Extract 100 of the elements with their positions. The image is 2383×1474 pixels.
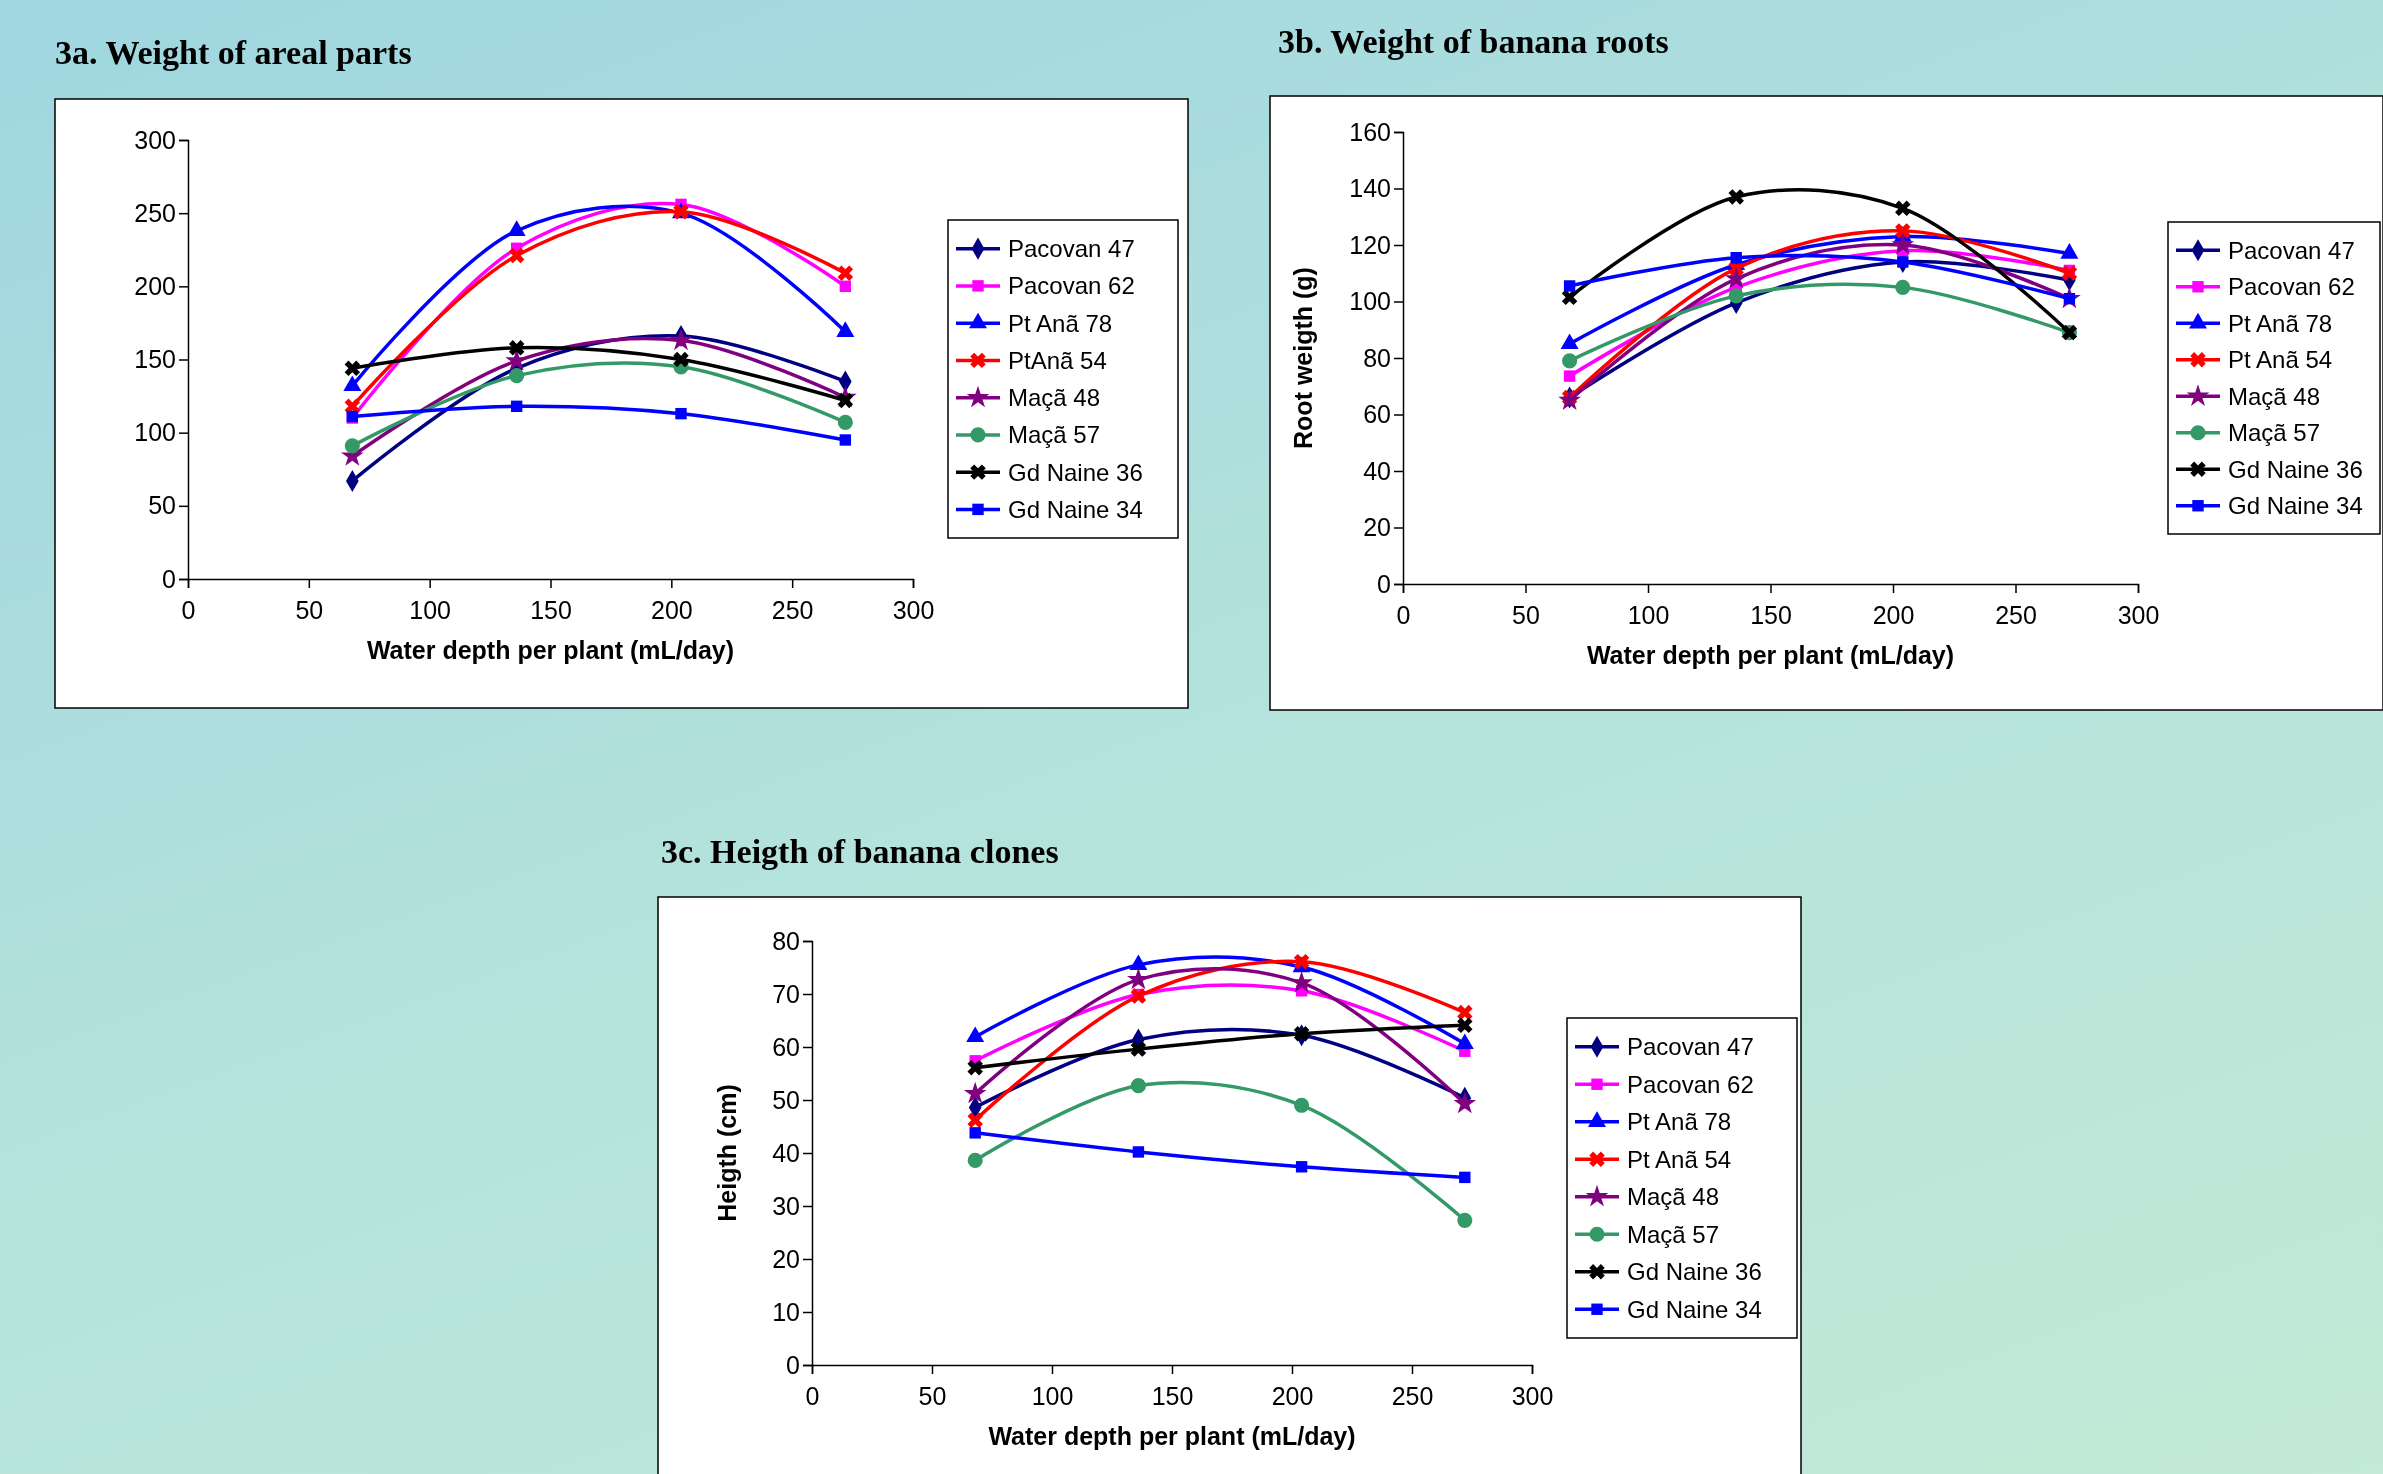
legend-label: Maçã 57 (2228, 419, 2321, 447)
x-tick-label: 100 (1627, 600, 1670, 629)
point (2061, 265, 2078, 281)
x-tick-label: 250 (1995, 600, 2037, 629)
point (508, 340, 525, 356)
x-tick-label: 250 (1391, 1381, 1434, 1410)
point (1730, 252, 1742, 264)
x-tick-label: 100 (1031, 1381, 1074, 1410)
y-tick-label: 100 (134, 418, 176, 447)
y-tick-label: 140 (1349, 174, 1391, 202)
point (1558, 388, 1581, 411)
x-axis-title: Water depth per plant (mL/day) (1586, 641, 1955, 669)
x-tick-label: 150 (1750, 600, 1792, 629)
x-tick-label: 200 (650, 595, 693, 624)
y-tick-label: 80 (772, 926, 800, 955)
point (839, 280, 852, 293)
y-tick-label: 150 (134, 345, 176, 373)
legend-label: Pt Anã 78 (1008, 309, 1113, 337)
x-tick-label: 100 (409, 595, 452, 624)
point (967, 1059, 983, 1076)
legend-label: Pacovan 62 (1627, 1070, 1754, 1098)
legend-label: Pacovan 47 (1627, 1033, 1754, 1061)
chart-title: 3c. Heigth of banana clones (661, 833, 1059, 870)
point (837, 265, 854, 281)
point (1563, 280, 1576, 292)
point (669, 328, 693, 351)
y-tick-label: 20 (772, 1244, 800, 1273)
x-axis-title: Water depth per plant (mL/day) (366, 636, 735, 664)
y-tick-label: 40 (1363, 456, 1391, 485)
legend-label: Maçã 57 (1008, 421, 1101, 449)
point (509, 368, 525, 384)
point (1294, 1097, 1310, 1113)
legend-label: Maçã 57 (1627, 1220, 1720, 1248)
y-tick-label: 80 (1363, 343, 1391, 372)
y-tick-label: 60 (772, 1032, 800, 1061)
y-tick-label: 30 (772, 1191, 800, 1220)
y-tick-label: 20 (1363, 513, 1391, 541)
point (1130, 1041, 1147, 1057)
x-tick-label: 50 (295, 595, 324, 624)
point (1459, 1171, 1471, 1184)
point (344, 438, 360, 454)
point (1130, 1078, 1146, 1094)
legend-label: Gd Naine 34 (1627, 1295, 1762, 1323)
y-tick-label: 50 (148, 491, 176, 520)
y-axis-title: Heigth (cm) (713, 1084, 741, 1222)
y-tick-label: 0 (1377, 569, 1391, 598)
point (1457, 1212, 1473, 1228)
legend-label: Pt Anã 54 (1627, 1145, 1732, 1173)
point (1562, 353, 1578, 369)
legend-label: Pacovan 62 (1008, 272, 1135, 300)
legend-label: Gd Naine 36 (1627, 1258, 1762, 1286)
x-tick-label: 0 (805, 1381, 820, 1410)
legend-label: Maçã 48 (1008, 384, 1101, 412)
point (1132, 1146, 1145, 1158)
point (839, 434, 852, 446)
legend-label: PtAnã 54 (1008, 346, 1107, 374)
point (967, 1112, 983, 1128)
legend-label: Pacovan 47 (1008, 235, 1135, 263)
y-tick-label: 200 (134, 271, 176, 300)
point (837, 414, 853, 430)
point (1895, 279, 1911, 295)
point (673, 351, 689, 368)
y-tick-label: 40 (772, 1138, 800, 1167)
x-tick-label: 200 (1872, 600, 1915, 629)
x-tick-label: 150 (1151, 1381, 1194, 1410)
point (1897, 256, 1909, 268)
legend-label: Maçã 48 (1627, 1183, 1720, 1211)
x-tick-label: 200 (1271, 1381, 1314, 1410)
point (1293, 1026, 1310, 1042)
point (1724, 266, 1748, 289)
x-tick-label: 300 (892, 595, 935, 624)
y-tick-label: 0 (786, 1350, 800, 1379)
x-axis-title: Water depth per plant (mL/day) (988, 1422, 1356, 1450)
y-tick-label: 50 (772, 1085, 800, 1114)
point (963, 1081, 987, 1104)
y-tick-label: 70 (772, 979, 800, 1008)
point (510, 400, 523, 413)
legend-label: Pacovan 62 (2228, 273, 2355, 301)
point (967, 1152, 983, 1168)
point (675, 407, 687, 420)
y-axis-title: Root weigth (g) (1289, 267, 1317, 449)
x-tick-label: 0 (181, 595, 196, 624)
x-tick-label: 50 (1512, 600, 1540, 629)
x-tick-label: 150 (530, 595, 572, 624)
y-tick-label: 60 (1363, 400, 1391, 428)
x-tick-label: 50 (918, 1381, 947, 1410)
y-tick-label: 160 (1349, 117, 1391, 146)
legend-label: Gd Naine 34 (1008, 495, 1143, 523)
y-tick-label: 100 (1349, 287, 1391, 315)
point (1295, 1161, 1308, 1173)
legend-label: Gd Naine 36 (1008, 458, 1143, 486)
point (1453, 1091, 1477, 1114)
point (1895, 200, 1911, 217)
x-tick-label: 300 (1511, 1381, 1554, 1410)
legend-label: Pt Anã 78 (1627, 1108, 1732, 1136)
chart-title: 3b. Weight of banana roots (1278, 23, 1669, 60)
legend-label: Pt Anã 54 (2228, 346, 2333, 374)
point (1728, 189, 1744, 205)
y-tick-label: 300 (134, 125, 176, 154)
y-tick-label: 250 (134, 198, 176, 227)
